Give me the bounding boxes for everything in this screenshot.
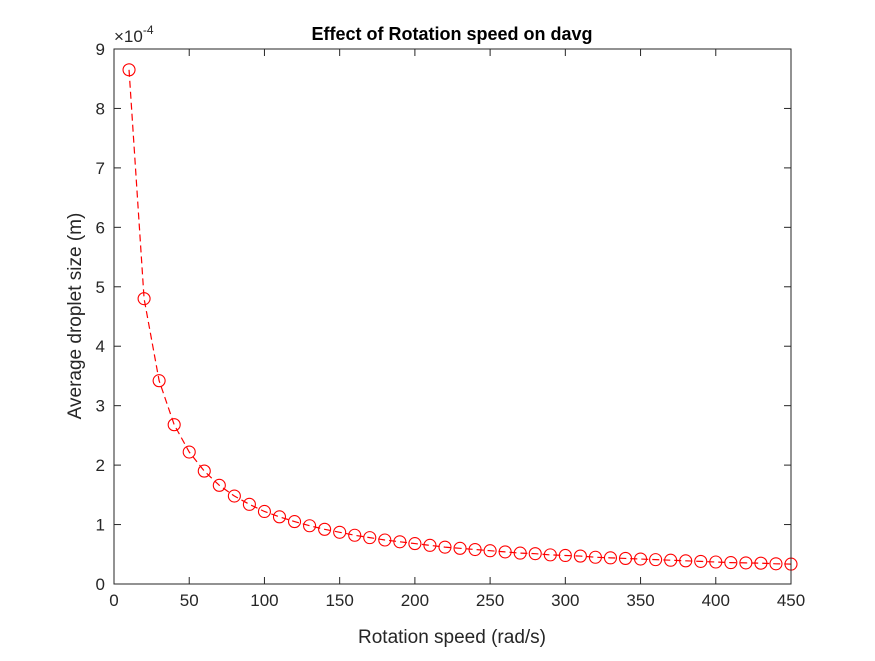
y-tick-label: 2 (96, 456, 105, 475)
data-point (679, 554, 693, 568)
data-point (378, 533, 392, 547)
x-tick-label: 100 (250, 591, 278, 610)
y-tick-label: 3 (96, 397, 105, 416)
axes-layer (113, 48, 792, 585)
data-point (408, 537, 422, 551)
data-point (769, 557, 783, 571)
data-point (393, 535, 407, 549)
y-tick-label: 6 (96, 218, 105, 237)
y-tick-label: 9 (96, 40, 105, 59)
data-point (423, 538, 437, 552)
data-point (303, 519, 317, 533)
data-point (498, 545, 512, 559)
plot-area (114, 49, 791, 584)
data-point (724, 556, 738, 570)
data-point (197, 464, 211, 478)
data-point (483, 544, 497, 558)
data-point (453, 541, 467, 555)
data-point (694, 554, 708, 568)
data-point (754, 556, 768, 570)
y-tick-label: 8 (96, 99, 105, 118)
data-point (573, 549, 587, 563)
x-axis-label: Rotation speed (rad/s) (358, 627, 546, 648)
data-point (363, 531, 377, 545)
x-tick-label: 200 (401, 591, 429, 610)
data-point (513, 546, 527, 560)
data-point (438, 540, 452, 554)
data-point (649, 553, 663, 567)
data-point (287, 515, 302, 529)
data-point (588, 550, 602, 564)
x-tick-label: 150 (325, 591, 353, 610)
data-point (333, 525, 347, 539)
data-point (242, 497, 256, 511)
data-point (468, 542, 482, 557)
data-point (528, 547, 542, 561)
x-tick-label: 0 (109, 591, 118, 610)
x-tick-label: 300 (551, 591, 579, 610)
y-multiplier-exponent: -4 (143, 23, 154, 37)
data-point (634, 552, 648, 566)
data-point (618, 551, 633, 565)
x-tick-label: 400 (702, 591, 730, 610)
data-point (558, 548, 572, 563)
data-point (348, 528, 362, 542)
x-tick-label: 450 (777, 591, 805, 610)
data-point (543, 548, 557, 562)
y-tick-label: 4 (96, 337, 105, 356)
data-point (664, 553, 678, 567)
data-point (167, 418, 181, 432)
data-point (272, 510, 287, 524)
data-point (212, 478, 226, 492)
y-tick-labels: 0 1 2 3 4 5 6 7 8 9 (96, 40, 105, 594)
data-point (709, 555, 723, 569)
y-axis-label: Average droplet size (m) (65, 213, 86, 420)
y-tick-label: 7 (96, 159, 105, 178)
x-tick-label: 250 (476, 591, 504, 610)
y-multiplier: ×10-4 (114, 23, 154, 46)
series-line (128, 69, 792, 565)
axes-box (113, 48, 792, 585)
data-point (152, 374, 166, 388)
data-point (257, 504, 271, 519)
y-multiplier-base: ×10 (114, 27, 143, 46)
y-tick-label: 1 (96, 516, 105, 535)
x-tick-label: 50 (180, 591, 199, 610)
data-point (122, 63, 136, 77)
y-tick-label: 0 (96, 575, 105, 594)
chart-title: Effect of Rotation speed on davg (311, 24, 592, 44)
data-point (318, 522, 332, 536)
data-point (227, 489, 241, 503)
x-tick-labels: 0 50 100 150 200 250 300 350 400 450 (109, 591, 805, 610)
y-tick-label: 5 (96, 278, 105, 297)
x-tick-label: 350 (626, 591, 654, 610)
data-point (603, 551, 618, 565)
data-point (137, 292, 151, 306)
data-point (182, 445, 196, 459)
data-point (739, 556, 753, 570)
